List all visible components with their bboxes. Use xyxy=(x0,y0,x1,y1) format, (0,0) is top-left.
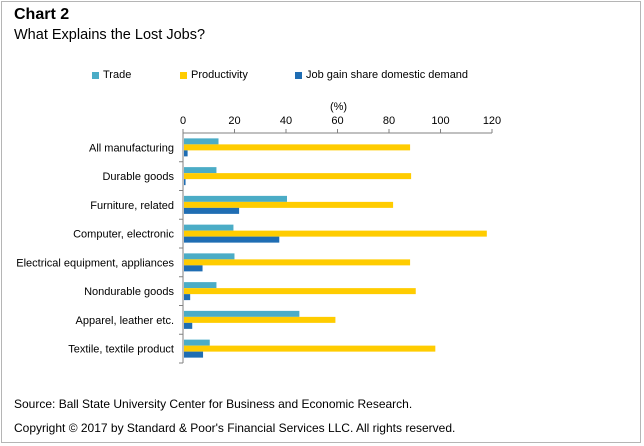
x-tick-label: 80 xyxy=(383,115,395,127)
x-tick-label: 0 xyxy=(180,115,186,127)
bar-trade xyxy=(184,282,217,289)
bar-job-gain xyxy=(184,179,186,186)
bar-job-gain xyxy=(184,351,204,358)
bar-productivity xyxy=(184,144,411,151)
category-label: Computer, electronic xyxy=(73,229,174,241)
bar-trade xyxy=(184,167,217,174)
bar-productivity xyxy=(184,345,436,352)
x-tick-label: 20 xyxy=(228,115,240,127)
x-tick-label: 120 xyxy=(483,115,501,127)
bar-productivity xyxy=(184,259,411,266)
x-tick-label: 60 xyxy=(331,115,343,127)
bar-trade xyxy=(184,253,235,260)
bar-job-gain xyxy=(184,236,280,243)
legend-swatch-trade xyxy=(92,71,99,79)
bar-trade xyxy=(184,310,300,317)
legend-label-trade: Trade xyxy=(103,69,132,81)
x-tick-label: 40 xyxy=(280,115,292,127)
bar-trade xyxy=(184,195,287,202)
bar-job-gain xyxy=(184,322,193,329)
chart-title: Chart 2 xyxy=(14,6,70,23)
bar-trade xyxy=(184,224,234,231)
bar-productivity xyxy=(184,230,487,237)
legend-item-trade: Trade xyxy=(92,69,131,81)
copyright-note: Copyright © 2017 by Standard & Poor's Fi… xyxy=(14,421,456,435)
bar-productivity xyxy=(184,288,416,295)
bar-job-gain xyxy=(184,265,203,272)
bar-productivity xyxy=(184,173,412,180)
bar-job-gain xyxy=(184,207,240,214)
bar-trade xyxy=(184,138,219,145)
category-label: Textile, textile product xyxy=(68,344,174,356)
bar-trade xyxy=(184,339,210,346)
category-label: Electrical equipment, appliances xyxy=(16,257,174,269)
bar-job-gain xyxy=(184,150,188,157)
category-label: Apparel, leather etc. xyxy=(76,315,174,327)
legend-item-productivity: Productivity xyxy=(180,69,248,81)
category-label: Furniture, related xyxy=(90,200,174,212)
bar-job-gain xyxy=(184,294,191,301)
legend-label-job-gain: Job gain share domestic demand xyxy=(306,69,469,81)
legend-swatch-job-gain xyxy=(295,71,302,79)
category-label: Durable goods xyxy=(102,171,174,183)
x-tick-label: 100 xyxy=(431,115,449,127)
bar-productivity xyxy=(184,201,394,208)
category-label: Nondurable goods xyxy=(84,286,174,298)
legend-item-job-gain: Job gain share domestic demand xyxy=(295,69,468,81)
legend-label-productivity: Productivity xyxy=(191,69,248,81)
legend-swatch-productivity xyxy=(180,71,187,79)
chart-subtitle: What Explains the Lost Jobs? xyxy=(14,27,206,43)
axis-unit-label: (%) xyxy=(330,101,347,113)
category-label: All manufacturing xyxy=(89,142,174,154)
source-note: Source: Ball State University Center for… xyxy=(14,397,413,411)
bar-productivity xyxy=(184,316,336,323)
